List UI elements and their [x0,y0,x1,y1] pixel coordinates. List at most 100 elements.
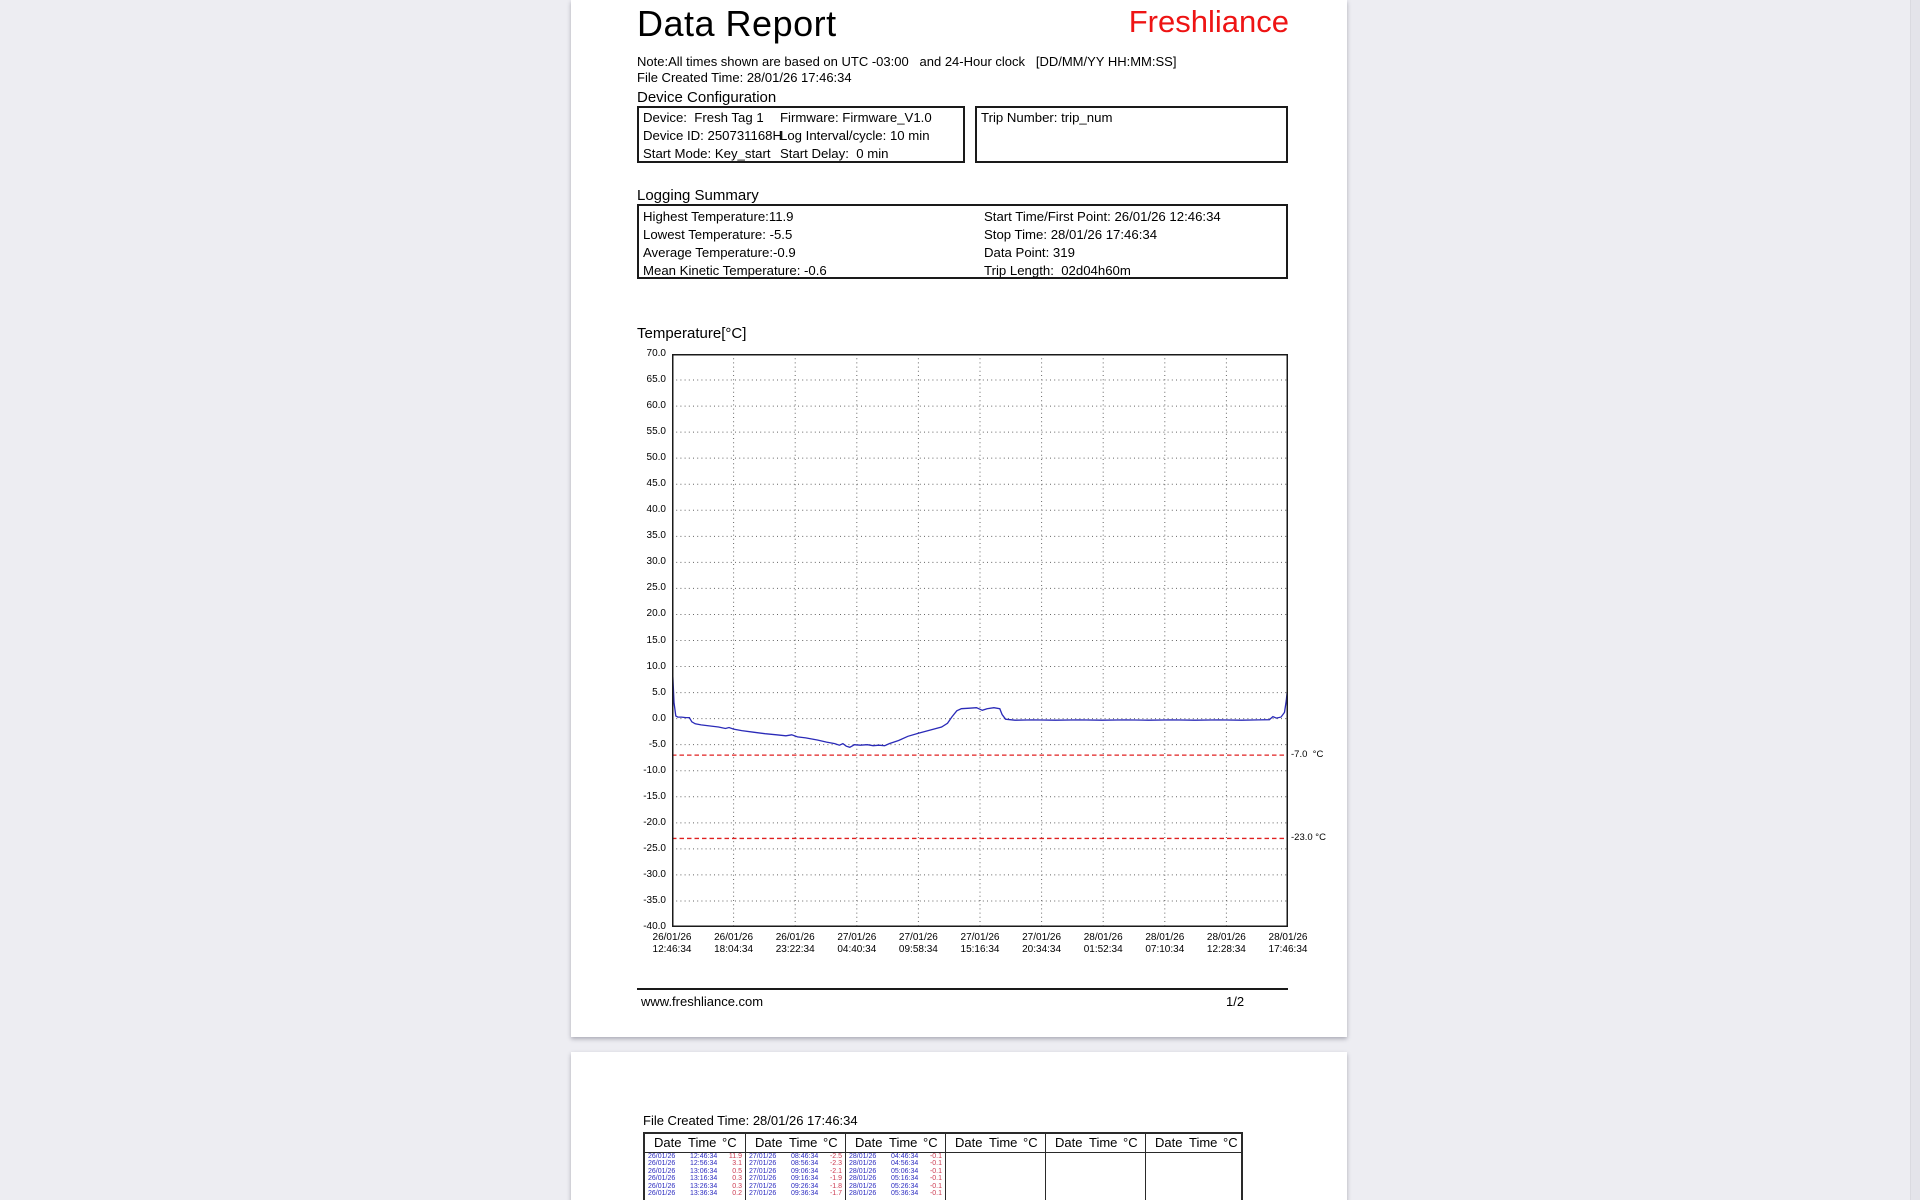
cell-date: 27/01/26 [749,1175,777,1183]
y-tick-label: -15.0 [643,790,666,802]
cell-temp: -1.9 [829,1175,842,1183]
summary-item-right: Stop Time: 28/01/26 17:46:34 [984,227,1158,242]
cell-date: 28/01/26 [849,1167,877,1175]
cell-temp: -0.1 [929,1153,942,1160]
table-header-row: Date Time °C [645,1134,745,1153]
x-tick-time: 15:16:34 [960,944,1000,955]
x-tick-time: 12:46:34 [652,944,692,955]
header-date: Date [955,1135,983,1150]
summary-item-left: Highest Temperature:11.9 [643,209,794,224]
table-row: 27/01/26 08:56:34 -2.3 [746,1160,845,1167]
cell-time: 05:16:34 [891,1175,919,1183]
x-tick-time: 18:04:34 [714,944,754,955]
table-row: 27/01/26 08:46:34 -2.5 [746,1153,845,1160]
cell-date: 28/01/26 [849,1175,877,1183]
summary-item-right: Trip Length: 02d04h60m [984,263,1131,278]
cell-temp: -2.1 [829,1167,842,1175]
cell-time: 04:46:34 [891,1153,919,1160]
footer-url: www.freshliance.com [641,994,764,1009]
cell-time: 05:36:34 [891,1189,919,1197]
cell-time: 04:56:34 [891,1160,919,1168]
table-row: 28/01/26 05:16:34 -0.1 [846,1175,945,1182]
table-header-row: Date Time °C [1146,1134,1241,1153]
cell-temp: -0.1 [929,1182,942,1190]
brand-logo: Freshliance [1128,4,1289,39]
y-tick-label: 65.0 [646,374,666,386]
cell-temp: -0.1 [929,1160,942,1168]
table-column-group: Date Time °C 27/01/26 08:46:34 -2.5 27/01/26 08… [745,1134,845,1200]
y-tick-label: -5.0 [648,738,666,750]
cell-temp: -0.1 [929,1189,942,1197]
x-tick-date: 27/01/26 [898,932,938,943]
summary-item-left: Average Temperature:-0.9 [643,245,796,260]
cell-date: 27/01/26 [749,1153,777,1160]
y-tick-label: 30.0 [646,556,666,568]
summary-item-right: Start Time/First Point: 26/01/26 12:46:3… [984,209,1221,224]
chart-title: Temperature[°C] [637,325,747,342]
cell-time: 13:26:34 [690,1182,718,1190]
config-field: Firmware: Firmware_V1.0 [780,110,932,125]
cell-date: 28/01/26 [849,1182,877,1190]
plot-border [672,354,1288,927]
x-tick-time: 01:52:34 [1083,944,1123,955]
y-tick-label: -35.0 [643,894,666,906]
file-created-line-2: File Created Time: 28/01/26 17:46:34 [643,1113,858,1128]
header-time: Time [789,1135,818,1150]
trip-number-value: Trip Number: trip_num [981,110,1113,125]
table-column-group: Date Time °C 28/01/26 04:46:34 -0.1 28/01/26 04… [845,1134,945,1200]
y-tick-label: -30.0 [643,868,666,880]
x-tick-date: 28/01/26 [1206,932,1246,943]
cell-time: 05:06:34 [891,1167,919,1175]
header-time: Time [1189,1135,1218,1150]
device-config-heading: Device Configuration [637,89,777,106]
cell-temp: 11.9 [728,1153,742,1160]
cell-time: 09:36:34 [791,1189,819,1197]
threshold-label: -23.0 °C [1291,832,1326,844]
cell-date: 26/01/26 [648,1175,676,1183]
table-row: 28/01/26 05:26:34 -0.1 [846,1183,945,1190]
y-tick-label: 15.0 [646,634,666,646]
cell-date: 26/01/26 [648,1153,676,1160]
cell-date: 28/01/26 [849,1160,877,1168]
cell-temp: 0.3 [732,1182,742,1190]
header-date: Date [755,1135,783,1150]
cell-time: 12:56:34 [690,1160,718,1168]
y-tick-label: -40.0 [643,921,666,932]
x-tick-label: 27/01/26 20:34:34 [1007,932,1077,956]
summary-item-right: Data Point: 319 [984,245,1075,260]
table-header-row: Date Time °C [846,1134,945,1153]
x-tick-time: 07:10:34 [1145,944,1185,955]
temperature-chart [672,354,1288,927]
x-tick-label: 26/01/26 12:46:34 [637,932,707,956]
y-tick-label: 10.0 [646,660,666,672]
cell-time: 08:46:34 [791,1153,819,1160]
page-number: 1/2 [1226,994,1245,1009]
scrollbar-track[interactable] [1910,0,1920,1200]
device-config-box: Device: Fresh Tag 1 Firmware: Firmware_V1… [637,106,965,163]
header-temp: °C [1023,1135,1038,1150]
cell-date: 26/01/26 [648,1182,676,1190]
x-tick-time: 23:22:34 [775,944,815,955]
x-tick-date: 28/01/26 [1268,932,1308,943]
cell-date: 26/01/26 [648,1189,676,1197]
header-date: Date [1155,1135,1183,1150]
x-tick-time: 17:46:34 [1268,944,1308,955]
cell-time: 12:46:34 [690,1153,718,1160]
table-row: 27/01/26 09:36:34 -1.7 [746,1190,845,1197]
x-tick-time: 20:34:34 [1022,944,1062,955]
x-tick-label: 27/01/26 04:40:34 [822,932,892,956]
cell-time: 13:06:34 [690,1167,718,1175]
table-row: 27/01/26 09:26:34 -1.8 [746,1183,845,1190]
table-row: 26/01/26 13:16:34 0.3 [645,1175,745,1182]
header-time: Time [688,1135,717,1150]
config-row: Device: Fresh Tag 1 Firmware: Firmware_V1… [639,110,963,128]
cell-temp: 0.5 [732,1167,742,1175]
summary-item-left: Mean Kinetic Temperature: -0.6 [643,263,827,278]
header-temp: °C [1123,1135,1138,1150]
config-row: Start Mode: Key_start Start Delay: 0 min [639,146,963,164]
logging-summary-box: Highest Temperature:11.9 Lowest Temperatu… [637,204,1288,279]
x-tick-label: 28/01/26 07:10:34 [1130,932,1200,956]
table-row: 26/01/26 13:36:34 0.2 [645,1190,745,1197]
report-page-1: Data Report Freshliance Note:All times s… [571,0,1347,1037]
